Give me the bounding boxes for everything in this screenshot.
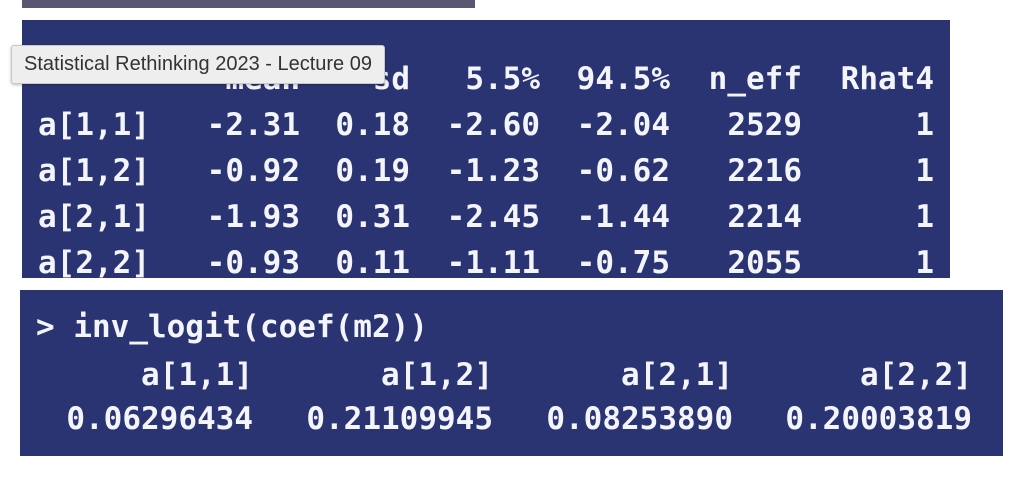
param-n-eff: 2214 bbox=[727, 199, 802, 235]
param-n-eff: 2055 bbox=[727, 245, 802, 281]
header-n-eff: n_eff bbox=[708, 61, 802, 97]
param-rhat: 1 bbox=[915, 245, 934, 281]
video-title-tooltip: Statistical Rethinking 2023 - Lecture 09 bbox=[11, 45, 385, 84]
header-lower: 5.5% bbox=[465, 61, 540, 97]
param-mean: -0.92 bbox=[206, 153, 300, 189]
param-lower: -1.11 bbox=[446, 245, 540, 281]
coef-names-row: a[1,1] a[1,2] a[2,1] a[2,2] bbox=[20, 352, 1003, 398]
param-lower: -1.23 bbox=[446, 153, 540, 189]
precis-output-panel: mean sd 5.5% 94.5% n_eff Rhat4 a[1,1] -2… bbox=[22, 20, 950, 281]
param-n-eff: 2529 bbox=[727, 107, 802, 143]
param-name: a[2,2] bbox=[38, 245, 150, 281]
console-command-line: > inv_logit(coef(m2)) bbox=[20, 304, 1003, 350]
param-upper: -2.04 bbox=[576, 107, 670, 143]
param-lower: -2.45 bbox=[446, 199, 540, 235]
console-command: > inv_logit(coef(m2)) bbox=[36, 309, 428, 345]
table-row: a[1,2] -0.92 0.19 -1.23 -0.62 2216 1 bbox=[22, 148, 950, 194]
table-row: a[2,2] -0.93 0.11 -1.11 -0.75 2055 1 bbox=[22, 240, 950, 286]
param-mean: -2.31 bbox=[206, 107, 300, 143]
coef-name: a[1,2] bbox=[381, 357, 493, 393]
param-sd: 0.31 bbox=[335, 199, 410, 235]
param-sd: 0.18 bbox=[335, 107, 410, 143]
param-upper: -1.44 bbox=[576, 199, 670, 235]
coef-name: a[2,2] bbox=[860, 357, 972, 393]
param-name: a[1,2] bbox=[38, 153, 150, 189]
header-rhat: Rhat4 bbox=[840, 61, 934, 97]
header-upper: 94.5% bbox=[576, 61, 670, 97]
param-sd: 0.19 bbox=[335, 153, 410, 189]
param-mean: -1.93 bbox=[206, 199, 300, 235]
param-rhat: 1 bbox=[915, 199, 934, 235]
coef-value: 0.08253890 bbox=[546, 401, 733, 437]
coef-values-row: 0.06296434 0.21109945 0.08253890 0.20003… bbox=[20, 396, 1003, 442]
param-rhat: 1 bbox=[915, 153, 934, 189]
param-sd: 0.11 bbox=[335, 245, 410, 281]
param-name: a[2,1] bbox=[38, 199, 150, 235]
param-n-eff: 2216 bbox=[727, 153, 802, 189]
param-mean: -0.93 bbox=[206, 245, 300, 281]
coef-name: a[2,1] bbox=[621, 357, 733, 393]
param-upper: -0.62 bbox=[576, 153, 670, 189]
coef-value: 0.06296434 bbox=[66, 401, 253, 437]
table-row: a[2,1] -1.93 0.31 -2.45 -1.44 2214 1 bbox=[22, 194, 950, 240]
coef-value: 0.20003819 bbox=[785, 401, 972, 437]
param-rhat: 1 bbox=[915, 107, 934, 143]
inv-logit-output-panel: > inv_logit(coef(m2)) a[1,1] a[1,2] a[2,… bbox=[20, 290, 1003, 456]
top-divider-strip bbox=[22, 0, 475, 8]
param-upper: -0.75 bbox=[576, 245, 670, 281]
table-row: a[1,1] -2.31 0.18 -2.60 -2.04 2529 1 bbox=[22, 102, 950, 148]
param-lower: -2.60 bbox=[446, 107, 540, 143]
coef-name: a[1,1] bbox=[141, 357, 253, 393]
param-name: a[1,1] bbox=[38, 107, 150, 143]
coef-value: 0.21109945 bbox=[306, 401, 493, 437]
